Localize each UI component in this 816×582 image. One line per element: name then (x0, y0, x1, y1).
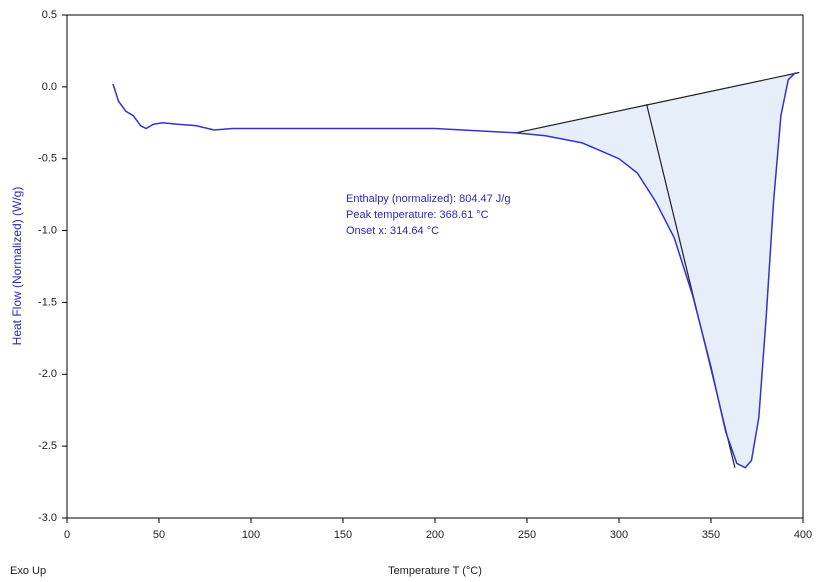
y-axis-label: Heat Flow (Normalized) (W/g) (10, 187, 24, 346)
x-tick-label: 350 (702, 529, 720, 541)
y-tick-label: -1.0 (38, 224, 57, 236)
y-tick-label: -1.5 (38, 296, 57, 308)
annotation: Peak temperature: 368.61 °C (346, 209, 489, 221)
y-tick-label: -3.0 (38, 512, 57, 524)
x-tick-label: 150 (334, 529, 352, 541)
annotation: Enthalpy (normalized): 804.47 J/g (346, 193, 510, 205)
peak-area (515, 72, 800, 468)
annotation: Onset x: 314.64 °C (346, 225, 439, 237)
x-tick-label: 200 (426, 529, 444, 541)
curve (112, 71, 797, 469)
y-tick-label: 0.0 (42, 81, 57, 93)
exo-note: Exo Up (10, 565, 46, 577)
x-tick-label: 100 (242, 529, 260, 541)
x-tick-label: 250 (518, 529, 536, 541)
x-tick-label: 0 (64, 529, 70, 541)
x-axis-label: Temperature T (°C) (388, 565, 482, 577)
y-tick-label: 0.5 (42, 9, 57, 21)
y-tick-label: -0.5 (38, 153, 57, 165)
x-tick-label: 50 (153, 529, 165, 541)
x-tick-label: 300 (610, 529, 628, 541)
y-tick-label: -2.0 (38, 368, 57, 380)
x-tick-label: 400 (794, 529, 812, 541)
y-tick-label: -2.5 (38, 440, 57, 452)
baseline (515, 71, 800, 134)
